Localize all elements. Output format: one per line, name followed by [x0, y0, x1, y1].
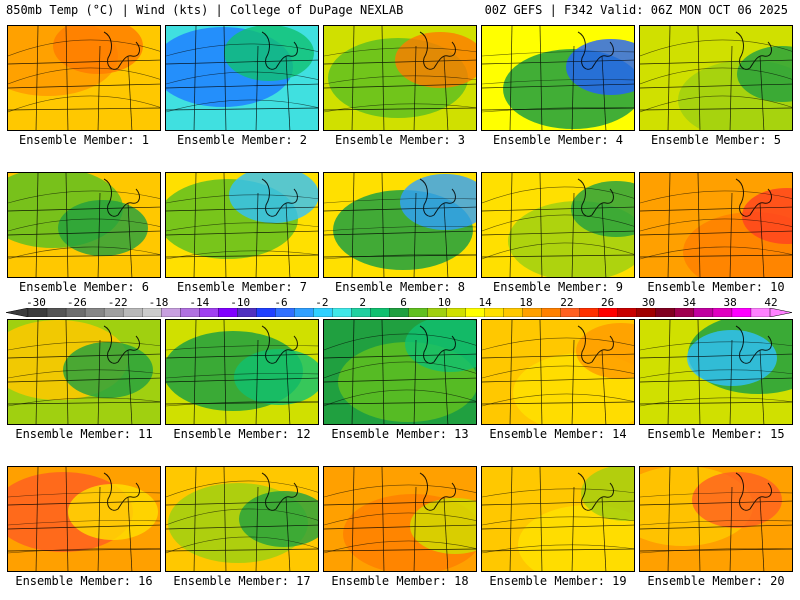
ensemble-member-label: Ensemble Member: 8 [334, 280, 466, 294]
ensemble-member-label: Ensemble Member: 17 [173, 574, 311, 588]
colorbar-tick-label: -10 [230, 296, 251, 309]
ensemble-panel: Ensemble Member: 13 [323, 319, 477, 444]
ensemble-panel: Ensemble Member: 19 [481, 466, 635, 591]
colorbar-tick-label: -22 [107, 296, 128, 309]
ensemble-panel: Ensemble Member: 1 [7, 25, 161, 150]
header-title-left: 850mb Temp (°C) | Wind (kts) | College o… [6, 3, 404, 17]
temperature-map [323, 319, 477, 425]
colorbar-tick-label: -18 [148, 296, 169, 309]
ensemble-panel: Ensemble Member: 8 [323, 172, 477, 297]
temperature-map [165, 25, 319, 131]
ensemble-panel: Ensemble Member: 15 [639, 319, 793, 444]
ensemble-member-label: Ensemble Member: 16 [15, 574, 153, 588]
ensemble-member-label: Ensemble Member: 6 [18, 280, 150, 294]
temperature-map [639, 319, 793, 425]
temperature-map [323, 172, 477, 278]
ensemble-panel: Ensemble Member: 6 [7, 172, 161, 297]
temperature-map [639, 172, 793, 278]
colorbar-strip [6, 308, 792, 317]
colorbar-tick-label: -26 [66, 296, 87, 309]
ensemble-member-label: Ensemble Member: 1 [18, 133, 150, 147]
colorbar-tick-label: 34 [682, 296, 696, 309]
temperature-map [639, 466, 793, 572]
ensemble-panel: Ensemble Member: 17 [165, 466, 319, 591]
ensemble-panel: Ensemble Member: 20 [639, 466, 793, 591]
colorbar-tick-label: 2 [359, 296, 366, 309]
temperature-map [481, 25, 635, 131]
ensemble-member-label: Ensemble Member: 13 [331, 427, 469, 441]
colorbar-tick-label: -14 [189, 296, 210, 309]
ensemble-member-label: Ensemble Member: 20 [647, 574, 785, 588]
ensemble-panel: Ensemble Member: 14 [481, 319, 635, 444]
temperature-map [7, 319, 161, 425]
temperature-map [165, 466, 319, 572]
temperature-map [7, 25, 161, 131]
ensemble-member-label: Ensemble Member: 14 [489, 427, 627, 441]
colorbar-tick-label: 22 [560, 296, 574, 309]
ensemble-panel: Ensemble Member: 7 [165, 172, 319, 297]
ensemble-member-label: Ensemble Member: 3 [334, 133, 466, 147]
ensemble-member-label: Ensemble Member: 5 [650, 133, 782, 147]
ensemble-panel: Ensemble Member: 4 [481, 25, 635, 150]
ensemble-member-label: Ensemble Member: 19 [489, 574, 627, 588]
colorbar-tick-label: 14 [478, 296, 492, 309]
temperature-map [165, 319, 319, 425]
temperature-colorbar: -30 -26 -22 -18 -14 -10 -6 -2 2 6 10 14 18 22 26 30 34 38… [6, 296, 792, 320]
colorbar-tick-label: -2 [315, 296, 329, 309]
colorbar-tick-label: -30 [26, 296, 46, 309]
colorbar-tick-label: 10 [437, 296, 451, 309]
ensemble-panel: Ensemble Member: 11 [7, 319, 161, 444]
temperature-map [7, 172, 161, 278]
temperature-map [481, 172, 635, 278]
temperature-map [323, 25, 477, 131]
ensemble-panel: Ensemble Member: 10 [639, 172, 793, 297]
temperature-map [481, 319, 635, 425]
ensemble-panel: Ensemble Member: 3 [323, 25, 477, 150]
temperature-map [639, 25, 793, 131]
ensemble-panel: Ensemble Member: 12 [165, 319, 319, 444]
temperature-map [165, 172, 319, 278]
colorbar-tick-label: 38 [723, 296, 737, 309]
ensemble-panel: Ensemble Member: 5 [639, 25, 793, 150]
colorbar-tick-label: 6 [400, 296, 407, 309]
ensemble-panel: Ensemble Member: 9 [481, 172, 635, 297]
ensemble-member-label: Ensemble Member: 4 [492, 133, 624, 147]
ensemble-member-label: Ensemble Member: 2 [176, 133, 308, 147]
colorbar-tick-label: -6 [274, 296, 288, 309]
ensemble-member-label: Ensemble Member: 12 [173, 427, 311, 441]
colorbar-tick-label: 26 [601, 296, 615, 309]
colorbar-tick-label: 30 [641, 296, 656, 309]
ensemble-panel: Ensemble Member: 18 [323, 466, 477, 591]
ensemble-member-label: Ensemble Member: 9 [492, 280, 624, 294]
ensemble-member-label: Ensemble Member: 7 [176, 280, 308, 294]
ensemble-member-label: Ensemble Member: 10 [647, 280, 785, 294]
ensemble-panel: Ensemble Member: 16 [7, 466, 161, 591]
ensemble-member-label: Ensemble Member: 11 [15, 427, 153, 441]
ensemble-member-label: Ensemble Member: 15 [647, 427, 785, 441]
ensemble-member-label: Ensemble Member: 18 [331, 574, 469, 588]
temperature-map [323, 466, 477, 572]
header-title-right: 00Z GEFS | F342 Valid: 06Z MON OCT 06 20… [484, 3, 788, 17]
ensemble-panel: Ensemble Member: 2 [165, 25, 319, 150]
temperature-map [7, 466, 161, 572]
temperature-map [481, 466, 635, 572]
colorbar-tick-label: 42 [764, 296, 778, 309]
colorbar-tick-label: 18 [519, 296, 533, 309]
